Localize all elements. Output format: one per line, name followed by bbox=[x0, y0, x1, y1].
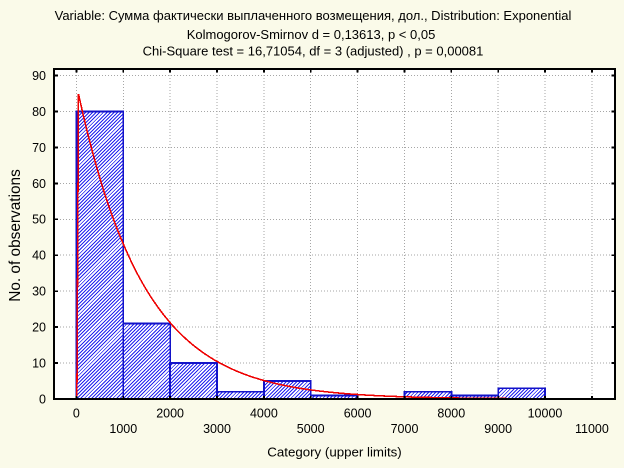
svg-text:80: 80 bbox=[32, 105, 46, 119]
svg-text:11000: 11000 bbox=[575, 422, 609, 436]
svg-text:1000: 1000 bbox=[109, 422, 137, 436]
svg-text:70: 70 bbox=[32, 141, 46, 155]
svg-text:No. of observations: No. of observations bbox=[7, 169, 24, 302]
svg-text:10000: 10000 bbox=[528, 407, 563, 421]
svg-text:30: 30 bbox=[32, 285, 46, 299]
svg-text:40: 40 bbox=[32, 249, 46, 263]
svg-text:7000: 7000 bbox=[391, 422, 419, 436]
svg-text:Chi-Square test = 16,71054, df: Chi-Square test = 16,71054, df = 3 (adju… bbox=[143, 44, 484, 59]
svg-text:4000: 4000 bbox=[250, 407, 278, 421]
svg-text:3000: 3000 bbox=[203, 422, 231, 436]
svg-text:2000: 2000 bbox=[156, 407, 184, 421]
svg-text:0: 0 bbox=[39, 392, 46, 406]
svg-text:9000: 9000 bbox=[484, 422, 512, 436]
svg-text:Kolmogorov-Smirnov d = 0,13613: Kolmogorov-Smirnov d = 0,13613, p < 0,05 bbox=[187, 27, 436, 42]
svg-text:Category (upper limits): Category (upper limits) bbox=[267, 445, 402, 460]
svg-text:90: 90 bbox=[32, 69, 46, 83]
svg-text:10: 10 bbox=[32, 357, 46, 371]
svg-text:60: 60 bbox=[32, 177, 46, 191]
svg-text:0: 0 bbox=[73, 407, 80, 421]
svg-text:6000: 6000 bbox=[344, 407, 372, 421]
svg-text:8000: 8000 bbox=[437, 407, 465, 421]
svg-text:5000: 5000 bbox=[297, 422, 325, 436]
svg-text:Variable: Сумма фактически вып: Variable: Сумма фактически выплаченного … bbox=[55, 8, 572, 23]
svg-text:50: 50 bbox=[32, 213, 46, 227]
svg-text:20: 20 bbox=[32, 321, 46, 335]
